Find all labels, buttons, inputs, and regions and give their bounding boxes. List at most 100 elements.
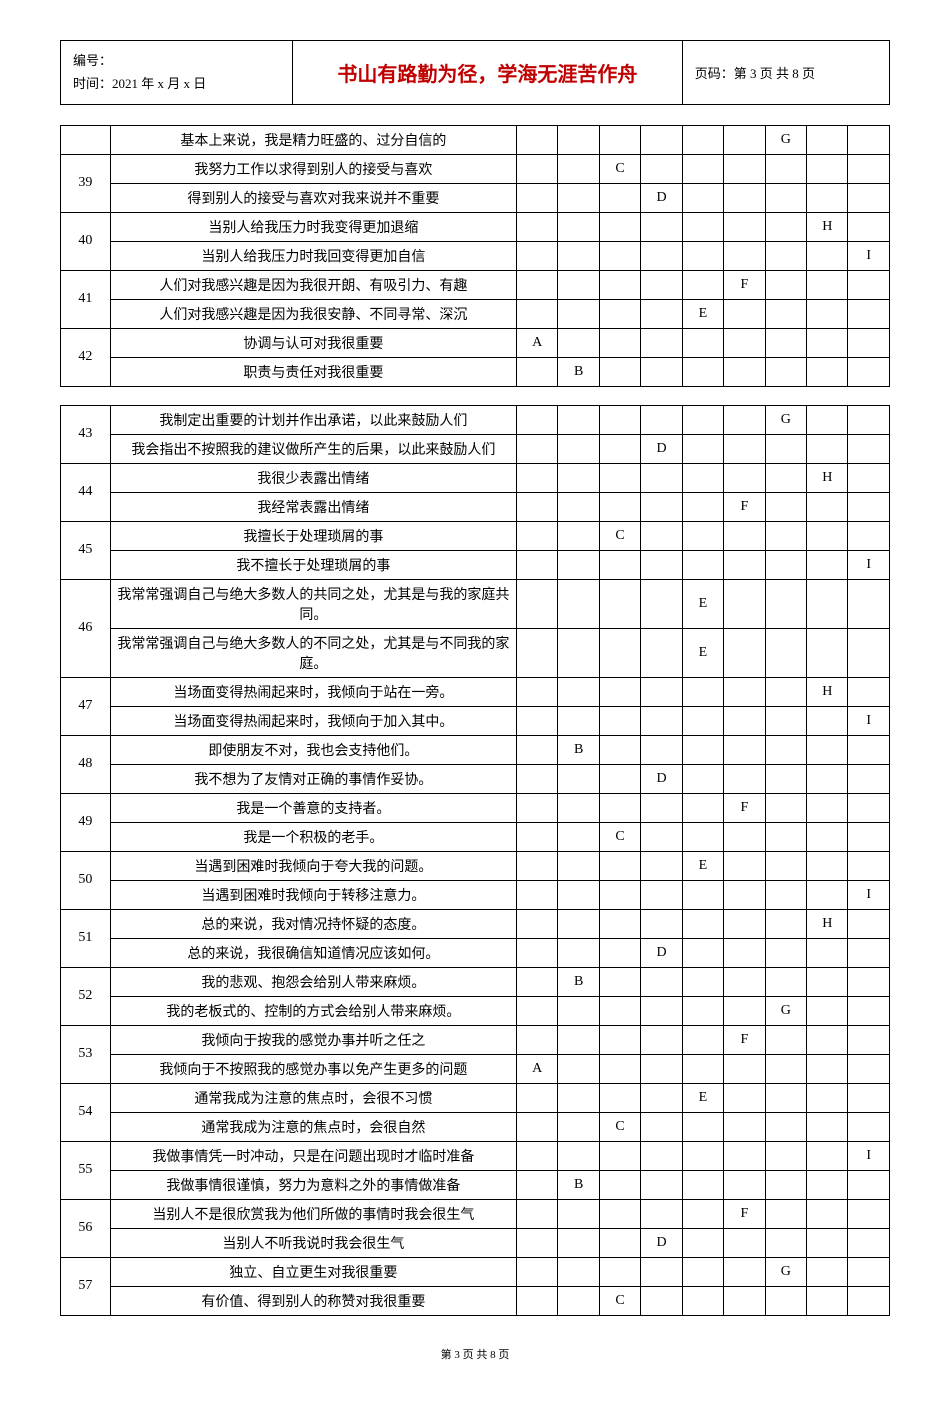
answer-cell xyxy=(516,550,557,579)
answer-cell xyxy=(848,521,890,550)
answer-cell xyxy=(807,1228,848,1257)
answer-cell xyxy=(641,1083,682,1112)
answer-cell xyxy=(848,909,890,938)
answer-cell xyxy=(599,1083,640,1112)
answer-cell xyxy=(599,996,640,1025)
question-text: 我不想为了友情对正确的事情作妥协。 xyxy=(110,764,516,793)
answer-cell xyxy=(807,270,848,299)
question-text: 我倾向于不按照我的感觉办事以免产生更多的问题 xyxy=(110,1054,516,1083)
question-number: 44 xyxy=(61,463,111,521)
answer-cell xyxy=(682,1112,723,1141)
answer-cell xyxy=(682,1170,723,1199)
answer-cell xyxy=(558,1054,599,1083)
answer-cell xyxy=(516,1083,557,1112)
answer-cell xyxy=(848,1170,890,1199)
answer-cell xyxy=(558,1083,599,1112)
answer-cell xyxy=(641,706,682,735)
answer-cell xyxy=(765,492,806,521)
answer-cell xyxy=(807,299,848,328)
answer-cell xyxy=(765,550,806,579)
answer-cell: F xyxy=(724,1025,765,1054)
answer-cell xyxy=(724,463,765,492)
answer-cell xyxy=(516,793,557,822)
answer-cell xyxy=(765,1199,806,1228)
answer-cell xyxy=(765,357,806,386)
answer-cell xyxy=(724,822,765,851)
answer-cell xyxy=(641,1170,682,1199)
answer-cell xyxy=(516,851,557,880)
answer-cell xyxy=(682,822,723,851)
answer-cell xyxy=(682,996,723,1025)
questions-table-2: 43我制定出重要的计划并作出承诺，以此来鼓励人们G我会指出不按照我的建议做所产生… xyxy=(60,405,890,1316)
answer-cell xyxy=(848,967,890,996)
table-row: 53我倾向于按我的感觉办事并听之任之F xyxy=(61,1025,890,1054)
answer-cell xyxy=(516,154,557,183)
answer-cell xyxy=(641,1112,682,1141)
answer-cell: H xyxy=(807,212,848,241)
answer-cell xyxy=(724,851,765,880)
answer-cell xyxy=(848,1112,890,1141)
answer-cell xyxy=(765,735,806,764)
answer-cell xyxy=(848,996,890,1025)
answer-cell xyxy=(599,125,640,154)
answer-cell xyxy=(641,1286,682,1315)
answer-cell xyxy=(599,967,640,996)
answer-cell xyxy=(641,357,682,386)
doc-date-label: 时间：2021 年 x 月 x 日 xyxy=(73,72,280,95)
answer-cell xyxy=(848,1257,890,1286)
answer-cell xyxy=(599,628,640,677)
answer-cell xyxy=(724,1170,765,1199)
answer-cell xyxy=(848,357,890,386)
answer-cell: E xyxy=(682,628,723,677)
answer-cell xyxy=(848,938,890,967)
answer-cell xyxy=(848,434,890,463)
answer-cell xyxy=(641,125,682,154)
answer-cell xyxy=(807,822,848,851)
answer-cell xyxy=(516,706,557,735)
answer-cell xyxy=(765,793,806,822)
table-row: 50当遇到困难时我倾向于夸大我的问题。E xyxy=(61,851,890,880)
answer-cell xyxy=(765,463,806,492)
answer-cell: A xyxy=(516,1054,557,1083)
question-text: 当别人不是很欣赏我为他们所做的事情时我会很生气 xyxy=(110,1199,516,1228)
table-row: 我做事情很谨慎，努力为意料之外的事情做准备B xyxy=(61,1170,890,1199)
question-number: 45 xyxy=(61,521,111,579)
question-text: 独立、自立更生对我很重要 xyxy=(110,1257,516,1286)
answer-cell xyxy=(807,1141,848,1170)
question-number: 42 xyxy=(61,328,111,386)
answer-cell xyxy=(807,851,848,880)
answer-cell xyxy=(807,793,848,822)
answer-cell xyxy=(848,851,890,880)
table-row: 49我是一个善意的支持者。F xyxy=(61,793,890,822)
table-row: 当场面变得热闹起来时，我倾向于加入其中。I xyxy=(61,706,890,735)
answer-cell xyxy=(848,405,890,434)
answer-cell xyxy=(848,1199,890,1228)
question-text: 我做事情凭一时冲动，只是在问题出现时才临时准备 xyxy=(110,1141,516,1170)
question-text: 总的来说，我很确信知道情况应该如何。 xyxy=(110,938,516,967)
answer-cell xyxy=(558,183,599,212)
question-number: 40 xyxy=(61,212,111,270)
table-row: 我常常强调自己与绝大多数人的不同之处，尤其是与不同我的家庭。E xyxy=(61,628,890,677)
question-number xyxy=(61,125,111,154)
question-number: 54 xyxy=(61,1083,111,1141)
answer-cell xyxy=(765,521,806,550)
answer-cell xyxy=(724,628,765,677)
answer-cell xyxy=(682,405,723,434)
answer-cell xyxy=(724,706,765,735)
answer-cell xyxy=(599,434,640,463)
answer-cell xyxy=(724,909,765,938)
question-number: 55 xyxy=(61,1141,111,1199)
answer-cell: H xyxy=(807,463,848,492)
answer-cell xyxy=(641,628,682,677)
answer-cell xyxy=(682,241,723,270)
question-text: 我做事情很谨慎，努力为意料之外的事情做准备 xyxy=(110,1170,516,1199)
answer-cell xyxy=(765,579,806,628)
answer-cell xyxy=(599,241,640,270)
answer-cell: C xyxy=(599,154,640,183)
answer-cell xyxy=(641,996,682,1025)
answer-cell xyxy=(724,299,765,328)
answer-cell xyxy=(807,880,848,909)
answer-cell xyxy=(765,851,806,880)
answer-cell xyxy=(516,405,557,434)
answer-cell xyxy=(848,1025,890,1054)
